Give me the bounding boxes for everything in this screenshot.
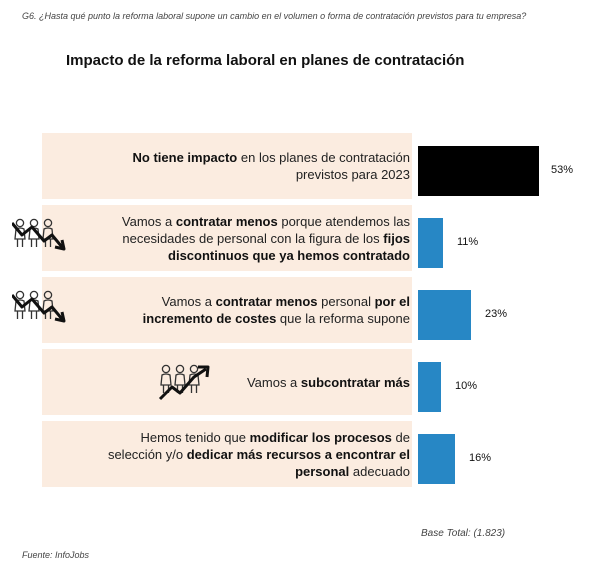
category-label: Vamos a contratar menos personal por el i… — [142, 294, 410, 326]
chart-title: Impacto de la reforma laboral en planes … — [66, 52, 465, 69]
category-label: Hemos tenido que modificar los procesos … — [107, 429, 410, 479]
value-label: 10% — [455, 380, 478, 392]
people-trend-down-icon — [10, 213, 68, 262]
value-label: 16% — [469, 452, 492, 464]
bar — [418, 146, 539, 196]
source-note: Fuente: InfoJobs — [22, 550, 90, 560]
category-panel: Vamos a contratar menos porque atendemos… — [42, 205, 412, 271]
bar — [418, 218, 443, 268]
bar — [418, 434, 455, 484]
value-label: 53% — [551, 164, 574, 176]
question-text: G6. ¿Hasta qué punto la reforma laboral … — [22, 11, 527, 21]
bar — [418, 362, 441, 412]
value-label: 23% — [485, 308, 508, 320]
base-total-note: Base Total: (1.823) — [421, 528, 506, 539]
people-trend-up-icon — [158, 359, 214, 408]
category-panel: Vamos a contratar menos personal por el i… — [42, 277, 412, 343]
category-label: Vamos a contratar menos porque atendemos… — [121, 213, 410, 263]
category-panel: Vamos a subcontratar más — [42, 349, 412, 415]
bar — [418, 290, 471, 340]
people-trend-down-icon — [10, 285, 68, 334]
category-label: Vamos a subcontratar más — [246, 374, 410, 390]
category-panel: No tiene impacto en los planes de contra… — [42, 133, 412, 199]
category-panel: Hemos tenido que modificar los procesos … — [42, 421, 412, 487]
value-label: 11% — [457, 236, 479, 248]
category-label: No tiene impacto en los planes de contra… — [132, 150, 410, 182]
